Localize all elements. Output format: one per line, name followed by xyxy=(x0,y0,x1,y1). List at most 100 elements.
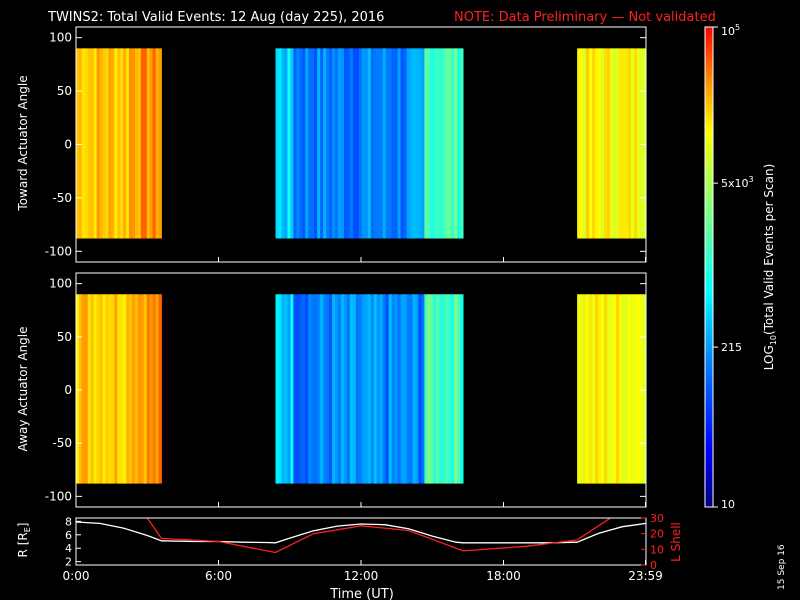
lshell-tick-label: 20 xyxy=(650,528,664,541)
heatmap-cell xyxy=(117,294,121,484)
heatmap-cell xyxy=(332,294,336,484)
heatmap-cell xyxy=(364,48,369,239)
heatmap-cell xyxy=(367,48,372,239)
heatmap-cell xyxy=(379,294,384,484)
heatmap-cell xyxy=(373,48,378,239)
heatmap-cell xyxy=(367,294,372,484)
heatmap-cell xyxy=(424,294,428,484)
heatmap-cell xyxy=(96,48,100,239)
heatmap-cell xyxy=(311,48,315,239)
heatmap-cell xyxy=(123,294,127,484)
heatmap-cell xyxy=(397,48,401,239)
heatmap-cell xyxy=(445,294,449,484)
heatmap-cell xyxy=(610,294,614,484)
heatmap-cell xyxy=(421,48,425,239)
heatmap-cell xyxy=(580,294,584,484)
heatmap-cell xyxy=(430,294,434,484)
toward-panel: 100 50 0 -50 -100 xyxy=(45,26,647,263)
heatmap-cell xyxy=(373,294,378,484)
heatmap-cell xyxy=(335,48,339,239)
heatmap-cell xyxy=(598,48,602,239)
heatmap-cell xyxy=(589,48,593,239)
heatmap-cell xyxy=(634,48,638,239)
heatmap-cell xyxy=(358,294,363,484)
heatmap-cell xyxy=(622,294,626,484)
heatmap-cell xyxy=(406,48,410,239)
heatmap-cell xyxy=(589,294,593,484)
heatmap-cell xyxy=(349,294,354,484)
colorbar: 10 215 5x103 105 xyxy=(704,23,754,511)
heatmap-cell xyxy=(586,294,590,484)
heatmap-cell xyxy=(120,48,124,239)
heatmap-cell xyxy=(598,294,602,484)
heatmap-cell xyxy=(352,294,357,484)
heatmap-cell xyxy=(111,294,115,484)
heatmap-cell xyxy=(457,48,461,239)
colorbar-tick-label: 105 xyxy=(721,23,740,38)
heatmap-cell xyxy=(111,48,115,239)
heatmap-cell xyxy=(631,48,635,239)
heatmap-cell xyxy=(87,294,92,484)
heatmap-cell xyxy=(99,294,103,484)
heatmap-cell xyxy=(102,294,106,484)
heatmap-cell xyxy=(96,294,100,484)
heatmap-cell xyxy=(323,294,327,484)
r-tick-label: 6 xyxy=(65,529,72,542)
heatmap-cell xyxy=(143,294,148,484)
lshell-series-line xyxy=(146,518,611,554)
heatmap-cell xyxy=(81,294,86,484)
heatmap-cell xyxy=(278,48,282,239)
heatmap-cell xyxy=(87,48,92,239)
heatmap-cell xyxy=(149,48,154,239)
heatmap-cell xyxy=(391,48,396,239)
heatmap-cell xyxy=(628,294,632,484)
heatmap-cell xyxy=(382,294,387,484)
heatmap-cell xyxy=(346,48,351,239)
heatmap-cell xyxy=(302,48,306,239)
heatmap-cell xyxy=(370,48,375,239)
heatmap-cell xyxy=(84,48,89,239)
colorbar-gradient xyxy=(705,27,713,507)
heatmap-cell xyxy=(400,48,404,239)
heatmap-cell xyxy=(619,48,623,239)
heatmap-cell xyxy=(430,48,434,239)
heatmap-cell xyxy=(281,48,285,239)
heatmap-cell xyxy=(308,48,312,239)
y-tick-label: 100 xyxy=(49,277,72,291)
heatmap-cell xyxy=(335,294,339,484)
data-note: NOTE: Data Preliminary — Not validated xyxy=(454,10,716,25)
heatmap-cell xyxy=(607,48,611,239)
lshell-tick-label: 30 xyxy=(650,512,664,525)
heatmap-cell xyxy=(155,48,159,239)
heatmap-cell xyxy=(403,294,407,484)
heatmap-cell xyxy=(120,294,124,484)
heatmap-cell xyxy=(412,48,416,239)
heatmap-cell xyxy=(143,48,148,239)
heatmap-cell xyxy=(290,48,294,239)
heatmap-cell xyxy=(284,48,288,239)
heatmap-cell xyxy=(628,48,632,239)
heatmap-cell xyxy=(601,294,605,484)
x-tick-label: 18:00 xyxy=(486,569,521,583)
heatmap-cell xyxy=(583,48,587,239)
heatmap-cell xyxy=(152,294,157,484)
heatmap-cell xyxy=(140,48,145,239)
heatmap-cell xyxy=(595,294,599,484)
heatmap-cell xyxy=(451,294,455,484)
heatmap-cell xyxy=(634,294,638,484)
heatmap-cell xyxy=(105,48,109,239)
heatmap-cell xyxy=(403,48,407,239)
heatmap-cell xyxy=(329,48,333,239)
heatmap-cell xyxy=(84,294,89,484)
heatmap-cell xyxy=(445,48,449,239)
heatmap-cell xyxy=(643,294,647,484)
heatmap-cell xyxy=(93,294,98,484)
heatmap-cell xyxy=(637,48,641,239)
heatmap-cell xyxy=(152,48,157,239)
heatmap-cell xyxy=(275,294,279,484)
y-tick-label: -100 xyxy=(45,244,72,258)
heatmap-cell xyxy=(640,48,644,239)
toward-ylabel: Toward Actuator Angle xyxy=(16,75,30,211)
heatmap-cell xyxy=(134,48,139,239)
